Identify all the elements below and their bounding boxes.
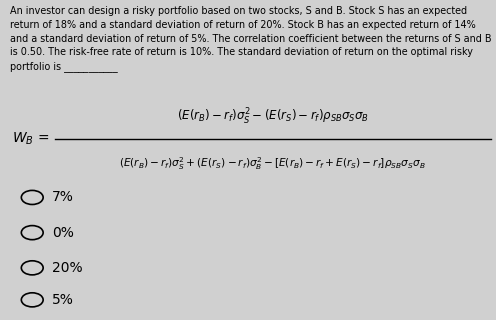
Text: $(E(r_B)-r_f)\sigma_S^2+(E(r_S)-r_f)\sigma_B^2-[E(r_B)-r_f+E(r_S)-r_f]\rho_{SB}\: $(E(r_B)-r_f)\sigma_S^2+(E(r_S)-r_f)\sig… [120, 155, 426, 172]
Text: 7%: 7% [52, 190, 74, 204]
Text: 0%: 0% [52, 226, 74, 240]
Text: 20%: 20% [52, 261, 83, 275]
Text: $W_B\,=$: $W_B\,=$ [12, 131, 50, 148]
Text: 5%: 5% [52, 293, 74, 307]
Text: $(E(r_B)-r_f)\sigma_S^2-(E(r_S)-r_f)\rho_{SB}\sigma_S\sigma_B$: $(E(r_B)-r_f)\sigma_S^2-(E(r_S)-r_f)\rho… [177, 107, 369, 127]
Text: An investor can design a risky portfolio based on two stocks, S and B. Stock S h: An investor can design a risky portfolio… [10, 6, 492, 72]
